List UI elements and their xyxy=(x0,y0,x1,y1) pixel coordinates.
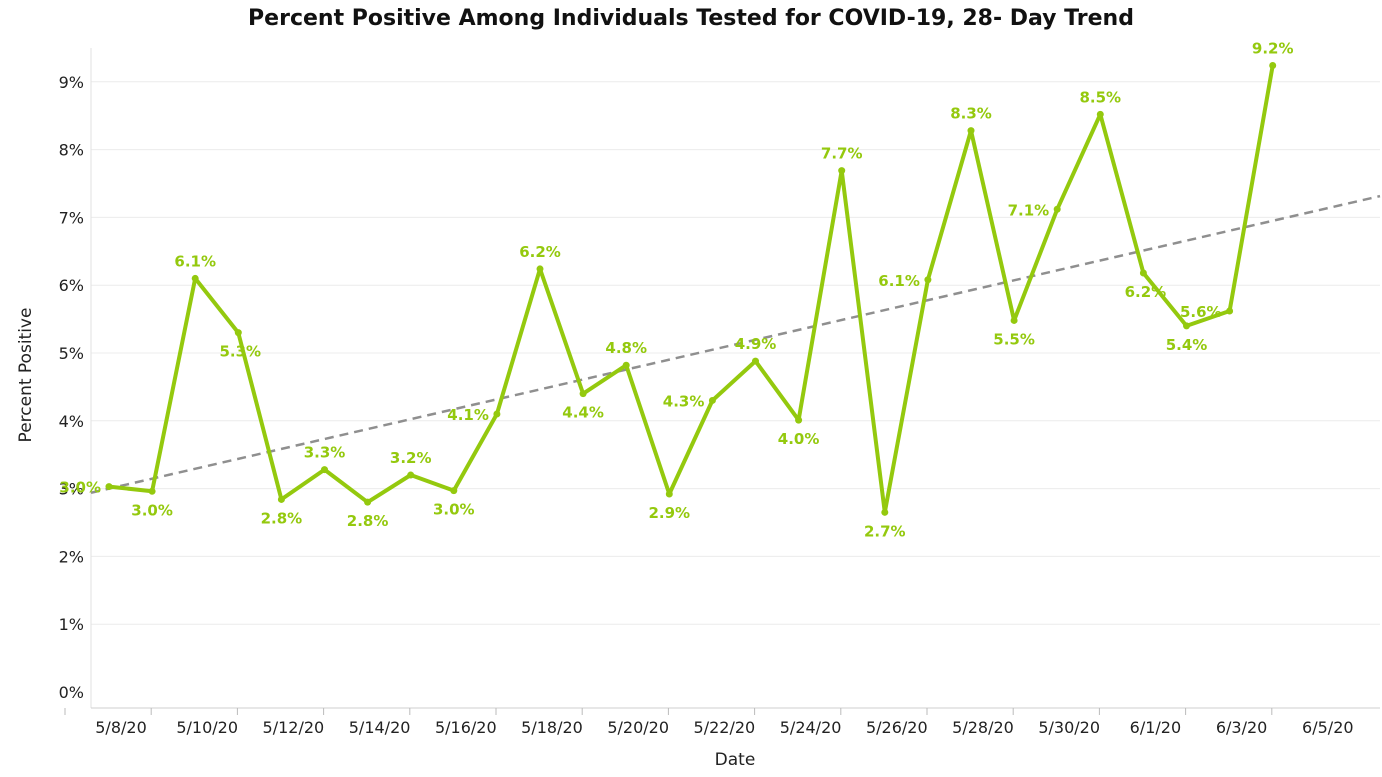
y-tick-label: 7% xyxy=(59,208,84,227)
data-point xyxy=(708,396,716,404)
data-label: 4.8% xyxy=(605,339,647,357)
data-label: 4.9% xyxy=(735,335,777,353)
data-label: 4.1% xyxy=(447,406,489,424)
data-point xyxy=(1010,316,1018,324)
data-label: 2.8% xyxy=(347,512,389,530)
data-label: 8.5% xyxy=(1079,88,1121,106)
series-line xyxy=(108,65,1275,515)
data-label: 3.3% xyxy=(304,444,346,462)
data-point xyxy=(277,495,285,503)
trend-line-group xyxy=(90,194,1381,494)
data-point xyxy=(665,490,673,498)
x-tick-label: 5/16/20 xyxy=(435,718,497,737)
x-tick-label: 5/20/20 xyxy=(607,718,669,737)
data-label: 2.7% xyxy=(864,522,906,540)
series-group xyxy=(105,62,1277,516)
data-label: 4.3% xyxy=(663,392,705,410)
x-tick-label: 5/30/20 xyxy=(1038,718,1100,737)
y-tick-label: 4% xyxy=(59,412,84,431)
data-point xyxy=(148,487,156,495)
x-tick-label: 5/22/20 xyxy=(694,718,756,737)
y-tick-label: 8% xyxy=(59,141,84,160)
data-point xyxy=(1139,269,1147,277)
data-point xyxy=(967,127,975,135)
y-tick-label: 9% xyxy=(59,73,84,92)
data-point xyxy=(493,410,501,418)
data-point xyxy=(579,390,587,398)
y-tick-label: 5% xyxy=(59,344,84,363)
x-tick-label: 5/28/20 xyxy=(952,718,1014,737)
data-point xyxy=(321,466,328,474)
gridlines xyxy=(91,81,1380,625)
y-tick-label: 3% xyxy=(59,480,84,499)
data-label: 4.0% xyxy=(778,430,820,448)
x-tick-label: 5/24/20 xyxy=(780,718,842,737)
data-point xyxy=(881,508,889,516)
y-tick-label: 0% xyxy=(59,683,84,702)
data-point xyxy=(622,361,630,369)
axes: 0% 1% 2% 3% 4% 5% 6% 7% 8% 9% 5/8/20 5/10/20 5/12/20… xyxy=(59,48,1380,737)
x-tick-label: 5/26/20 xyxy=(866,718,928,737)
x-tick-label: 5/14/20 xyxy=(349,718,411,737)
data-point xyxy=(1053,205,1061,213)
data-point xyxy=(536,265,544,273)
data-label: 6.1% xyxy=(878,272,920,290)
x-tick-label: 5/18/20 xyxy=(521,718,583,737)
data-label: 8.3% xyxy=(950,105,992,123)
data-label: 7.1% xyxy=(1008,201,1050,219)
data-label: 3.0% xyxy=(59,479,101,497)
data-label: 5.6% xyxy=(1180,303,1222,321)
data-labels: 3.0% 3.0% 6.1% 5.3% 2.8% 3.3% 2.8% 3.2% 3.0% 4.1%… xyxy=(59,40,1293,541)
data-label: 6.2% xyxy=(1125,283,1167,301)
data-point xyxy=(838,167,846,175)
x-axis-title: Date xyxy=(715,750,756,770)
x-tick-label: 6/1/20 xyxy=(1130,718,1182,737)
data-label: 4.4% xyxy=(562,404,604,422)
data-point xyxy=(924,276,932,284)
data-label: 3.0% xyxy=(131,501,173,519)
data-label: 9.2% xyxy=(1252,40,1294,58)
data-label: 6.1% xyxy=(174,252,216,270)
data-label: 2.9% xyxy=(648,504,690,522)
data-point xyxy=(407,471,415,479)
data-point xyxy=(234,329,242,337)
x-tick-label: 5/10/20 xyxy=(176,718,238,737)
data-label: 2.8% xyxy=(261,509,303,527)
data-point xyxy=(752,357,759,365)
y-tick-label: 6% xyxy=(59,276,84,295)
data-point xyxy=(191,274,199,282)
data-label: 5.4% xyxy=(1166,336,1208,354)
x-tick-label: 5/12/20 xyxy=(263,718,325,737)
data-label: 5.3% xyxy=(219,343,261,361)
data-point xyxy=(364,498,372,506)
data-point xyxy=(450,487,458,495)
trend-line xyxy=(90,194,1381,494)
y-tick-label: 1% xyxy=(59,615,84,634)
data-point xyxy=(1183,322,1190,330)
chart-title: Percent Positive Among Individuals Teste… xyxy=(248,6,1134,31)
y-axis-title: Percent Positive xyxy=(16,308,36,443)
data-label: 3.0% xyxy=(433,501,475,519)
x-tick-label: 6/3/20 xyxy=(1216,718,1268,737)
data-label: 7.7% xyxy=(821,145,863,163)
data-point xyxy=(105,483,113,491)
x-tick-label: 5/8/20 xyxy=(95,718,147,737)
data-label: 5.5% xyxy=(993,330,1035,348)
y-tick-label: 2% xyxy=(59,547,84,566)
data-label: 3.2% xyxy=(390,449,432,467)
data-label: 6.2% xyxy=(519,243,561,261)
x-tick-label: 6/5/20 xyxy=(1302,718,1354,737)
data-point xyxy=(1096,110,1104,118)
data-point xyxy=(795,416,803,424)
data-point xyxy=(1226,307,1234,315)
data-point xyxy=(1269,62,1277,70)
